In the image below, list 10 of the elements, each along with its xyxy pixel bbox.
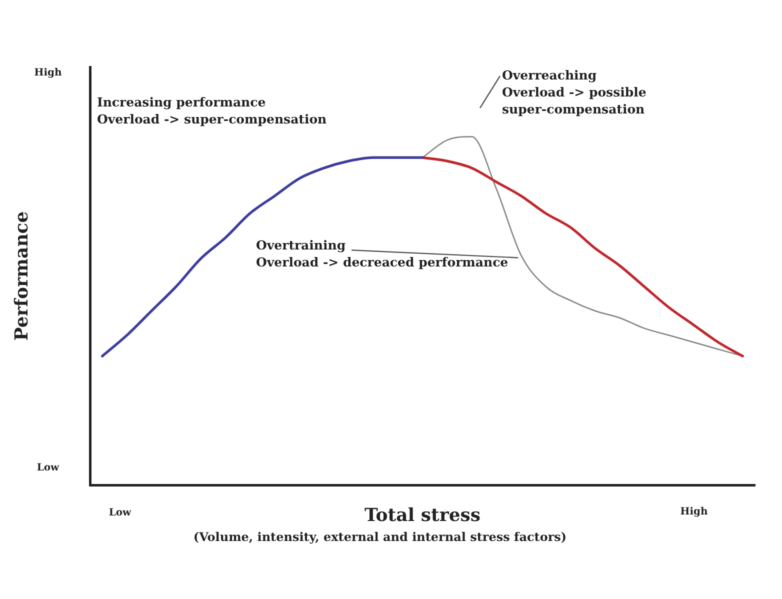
text: Low bbox=[36, 462, 60, 474]
text: Overreaching Overload -> possible super-compensation bbox=[502, 68, 646, 116]
text: High bbox=[34, 68, 62, 79]
text: Increasing performance Overload -> super-compensation bbox=[97, 94, 327, 126]
text: (Volume, intensity, external and internal stress factors) bbox=[193, 530, 567, 544]
x-axis-title: Total stress bbox=[364, 504, 481, 526]
y-axis-title: Performance bbox=[11, 211, 32, 341]
text: Low bbox=[108, 508, 132, 519]
annotation: Overtraining Overload -> decreaced performance bbox=[256, 238, 508, 270]
text: High bbox=[680, 506, 708, 518]
